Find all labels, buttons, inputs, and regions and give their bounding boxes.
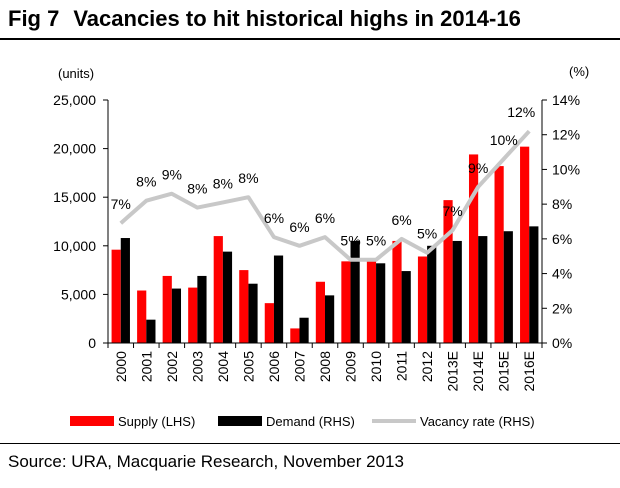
legend-supply-label: Supply (LHS) [118,414,195,429]
supply-bar [239,270,249,343]
right-tick-label: 6% [552,231,572,247]
supply-bar [315,281,325,343]
vacancy-data-label: 8% [238,170,258,186]
demand-bar [350,240,360,343]
right-tick-label: 4% [552,266,572,282]
left-tick-label: 25,000 [53,92,96,108]
x-tick-label: 2010 [368,351,384,382]
vacancy-data-label: 7% [443,203,463,219]
vacancy-data-label: 10% [490,132,518,148]
demand-bar [452,240,462,343]
x-tick-label: 2015E [496,351,512,391]
vacancy-data-label: 8% [187,181,207,197]
demand-bar [248,283,258,343]
right-tick-label: 0% [552,335,572,351]
left-tick-label: 10,000 [53,238,96,254]
vacancy-rate-line [119,129,531,262]
supply-bar [264,303,274,343]
right-axis-label: (%) [569,64,589,79]
x-tick-label: 2016E [521,351,537,391]
vacancy-data-label: 9% [468,160,488,176]
x-tick-label: 2007 [291,351,307,382]
supply-bar [366,258,377,343]
supply-bar [494,166,504,343]
left-tick-label: 0 [88,335,96,351]
supply-bar [341,261,351,343]
x-tick-label: 2004 [215,351,231,382]
supply-bar [392,240,402,343]
demand-bar [401,271,411,343]
supply-bar [443,200,453,343]
vacancy-data-label: 8% [136,174,156,190]
right-tick-label: 2% [552,300,572,316]
right-tick-label: 12% [552,127,580,143]
x-tick-label: 2002 [164,351,180,382]
title-rule [0,38,620,40]
x-tick-label: 2006 [266,351,282,382]
left-tick-label: 15,000 [53,189,96,205]
x-tick-label: 2009 [343,351,359,382]
demand-bar [299,317,309,343]
supply-bar [213,236,223,343]
left-tick-label: 5,000 [61,286,96,302]
demand-bar [273,255,284,343]
supply-bar [520,146,530,343]
supply-bar [188,287,198,343]
demand-bar [197,275,207,343]
demand-bar [120,238,130,343]
figure-label: Fig 7 [8,6,60,31]
vacancy-data-label: 7% [111,196,131,212]
supply-bar [468,154,479,343]
supply-bar [162,275,172,343]
legend-vacancy-label: Vacancy rate (RHS) [420,414,535,429]
supply-bar [417,256,428,343]
source-note: Source: URA, Macquarie Research, Novembe… [8,452,404,471]
vacancy-data-label: 6% [391,212,411,228]
demand-bar [427,245,437,343]
vacancy-data-label: 5% [417,226,437,242]
demand-bar [146,319,156,343]
demand-bar [376,263,386,343]
vacancy-data-label: 6% [315,210,335,226]
legend-demand-swatch [218,416,262,426]
figure-title: Vacancies to hit historical highs in 201… [73,6,521,31]
x-tick-label: 2001 [138,351,154,382]
supply-bar [111,249,121,343]
vacancy-data-label: 6% [289,219,309,235]
vacancy-data-label: 12% [507,104,535,120]
x-tick-label: 2012 [419,351,435,382]
x-tick-label: 2003 [189,351,205,382]
source-rule [0,443,620,444]
left-axis-label: (units) [58,66,94,81]
demand-bar [325,295,335,343]
legend-demand-label: Demand (RHS) [266,414,355,429]
x-tick-label: 2000 [113,351,129,382]
vacancy-data-label: 5% [366,233,386,249]
supply-bar [137,290,147,343]
demand-bar [503,231,513,343]
chart: (units) (%) 0 5,000 10,000 15,000 20,000 25,000… [53,64,589,429]
vacancy-data-label: 8% [213,175,233,191]
figure-title-row: Fig 7 Vacancies to hit historical highs i… [8,6,521,32]
demand-bar [529,226,539,343]
demand-bar [171,288,182,343]
left-tick-label: 20,000 [53,141,96,157]
vacancy-data-label: 9% [162,167,182,183]
x-tick-label: 2005 [240,351,256,382]
right-tick-label: 8% [552,196,572,212]
x-tick-label: 2008 [317,351,333,382]
x-tick-label: 2014E [470,351,486,391]
right-tick-label: 10% [552,161,580,177]
demand-bar [478,236,488,343]
demand-bar [222,251,233,343]
supply-bar [290,328,300,343]
vacancy-data-label: 5% [340,233,360,249]
legend-supply-swatch [70,416,114,426]
x-tick-label: 2011 [394,351,410,381]
right-tick-label: 14% [552,92,580,108]
vacancy-data-label: 6% [264,210,284,226]
x-tick-label: 2013E [445,351,461,391]
